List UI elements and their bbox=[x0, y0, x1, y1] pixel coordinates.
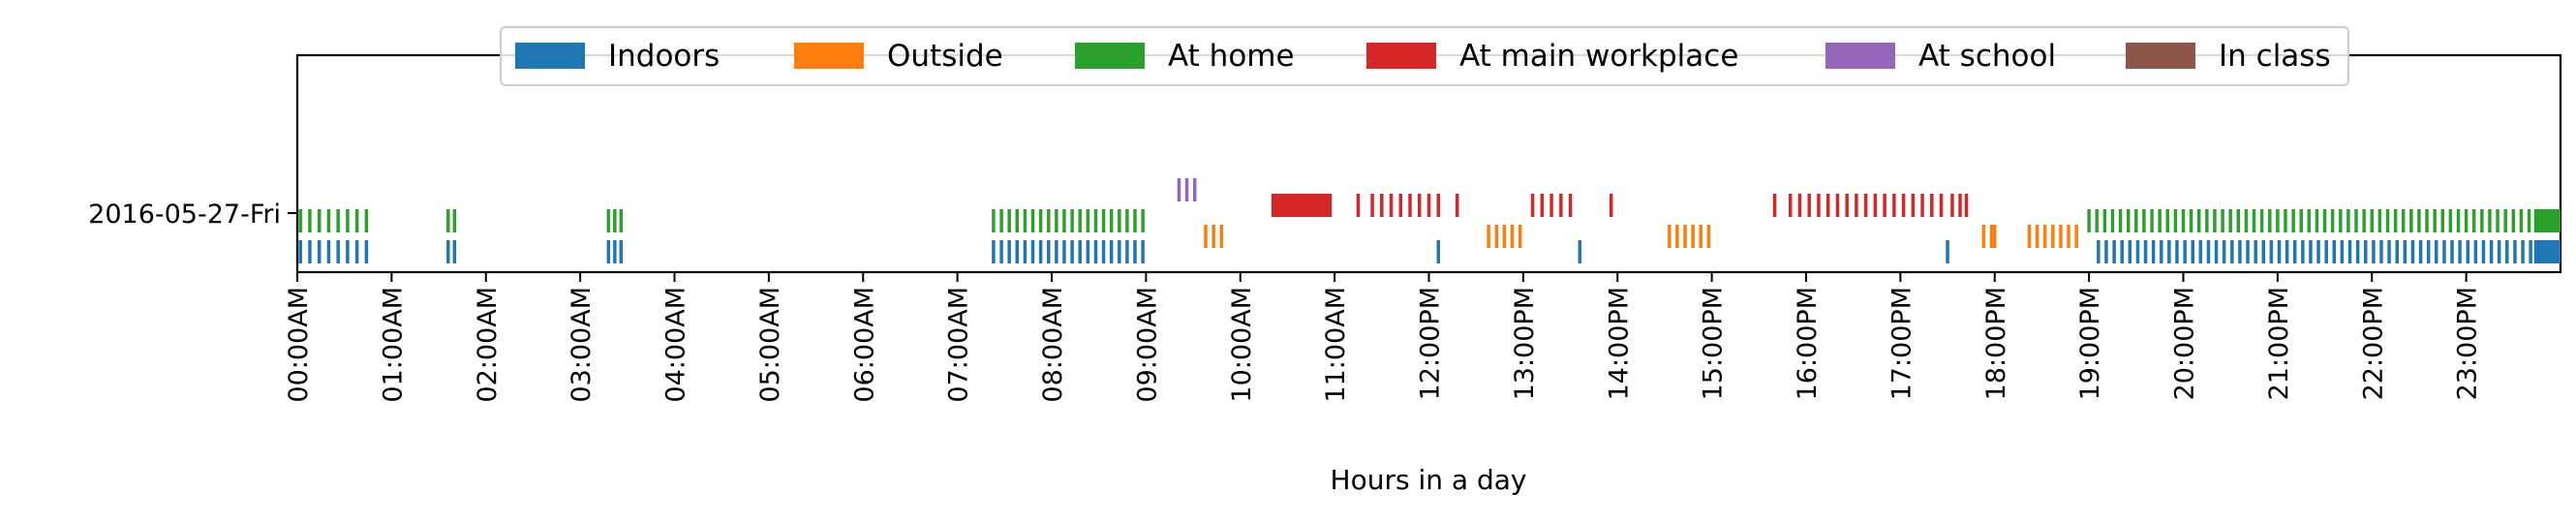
plot-area bbox=[295, 53, 2562, 274]
legend-swatch-at-main-workplace bbox=[1366, 43, 1436, 69]
x-tick-label: 06:00AM bbox=[849, 287, 879, 403]
legend-label-indoors: Indoors bbox=[608, 39, 720, 74]
plot-frame bbox=[295, 53, 2562, 274]
x-tick-label: 02:00AM bbox=[473, 287, 503, 403]
legend-swatch-indoors bbox=[515, 43, 585, 69]
legend: Indoors Outside At home At main workplace At… bbox=[500, 26, 2349, 86]
x-tick-label: 18:00PM bbox=[1981, 287, 2011, 400]
x-tick-label: 04:00AM bbox=[661, 287, 691, 403]
x-axis: 00:00AM 01:00AM 02:00AM 03:00AM 04:00AM 05:00… bbox=[284, 272, 2483, 403]
x-tick-label: 10:00AM bbox=[1227, 287, 1257, 403]
x-tick-label: 16:00PM bbox=[1793, 287, 1823, 400]
x-tick-label: 15:00PM bbox=[1699, 287, 1729, 400]
x-tick-label: 12:00PM bbox=[1416, 287, 1446, 400]
x-tick-label: 17:00PM bbox=[1886, 287, 1917, 400]
legend-label-outside: Outside bbox=[887, 39, 1003, 74]
x-tick-label: 08:00AM bbox=[1038, 287, 1068, 403]
x-tick-label: 14:00PM bbox=[1604, 287, 1634, 400]
legend-label-at-main-workplace: At main workplace bbox=[1459, 39, 1738, 74]
x-tick-label: 00:00AM bbox=[284, 287, 314, 403]
x-tick-label: 09:00AM bbox=[1132, 287, 1162, 403]
y-axis: 2016-05-27-Fri bbox=[88, 200, 297, 230]
legend-label-in-class: In class bbox=[2219, 39, 2331, 74]
legend-swatch-in-class bbox=[2126, 43, 2195, 69]
x-axis-title: Hours in a day bbox=[1331, 464, 1527, 496]
x-tick-label: 21:00PM bbox=[2264, 287, 2294, 400]
event-marks bbox=[298, 178, 2561, 263]
x-tick-label: 23:00PM bbox=[2453, 287, 2483, 400]
x-tick-label: 19:00PM bbox=[2075, 287, 2105, 400]
legend-label-at-school: At school bbox=[1918, 39, 2056, 74]
x-tick-label: 05:00AM bbox=[755, 287, 785, 403]
x-tick-label: 20:00PM bbox=[2170, 287, 2200, 400]
x-tick-label: 07:00AM bbox=[944, 287, 974, 403]
x-tick-label: 03:00AM bbox=[567, 287, 597, 403]
indoors-event-block bbox=[2533, 240, 2561, 263]
legend-swatch-outside bbox=[794, 43, 864, 69]
x-tick-label: 22:00PM bbox=[2358, 287, 2388, 400]
at-home-event-block bbox=[2533, 209, 2561, 232]
x-tick-label: 11:00AM bbox=[1321, 287, 1351, 403]
y-tick-label: 2016-05-27-Fri bbox=[88, 200, 281, 230]
legend-swatch-at-school bbox=[1825, 43, 1895, 69]
legend-items: Indoors Outside At home At main workplace At… bbox=[515, 39, 2331, 74]
x-tick-label: 13:00PM bbox=[1510, 287, 1540, 400]
legend-label-at-home: At home bbox=[1168, 39, 1295, 74]
legend-swatch-at-home bbox=[1075, 43, 1145, 69]
x-tick-label: 01:00AM bbox=[378, 287, 408, 403]
at-main-workplace-event-block bbox=[1271, 194, 1333, 217]
